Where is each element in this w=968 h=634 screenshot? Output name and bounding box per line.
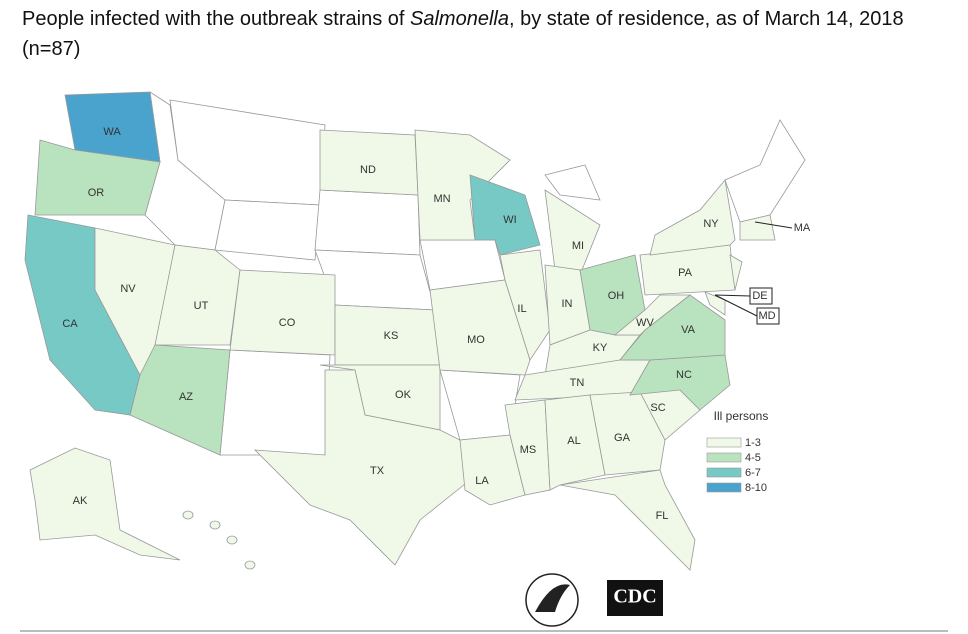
- state: [613, 294, 692, 336]
- state-label: KS: [384, 330, 399, 342]
- state: [314, 189, 421, 256]
- state: [129, 344, 231, 456]
- state-label: NC: [676, 369, 692, 381]
- legend-swatch: [706, 452, 742, 463]
- state: [214, 199, 321, 261]
- state-label: TX: [370, 465, 385, 477]
- state-label: CO: [279, 317, 296, 329]
- legend-swatch: [706, 467, 742, 478]
- state-label: VA: [681, 324, 696, 336]
- state: [544, 164, 601, 201]
- island: [244, 560, 256, 570]
- legend-label: 4-5: [745, 452, 761, 464]
- state: [499, 249, 551, 361]
- state-label: IL: [517, 303, 526, 315]
- unlabeled-states: [144, 91, 806, 570]
- legend: Ill persons 1-3 4-5 6-7 8-10: [706, 409, 769, 494]
- legend-swatch: [706, 482, 742, 493]
- state: [319, 129, 419, 196]
- state: [704, 291, 726, 316]
- state-label: OH: [608, 290, 625, 302]
- state-label: GA: [614, 432, 631, 444]
- state: [724, 119, 806, 223]
- state-label: MI: [572, 240, 584, 252]
- title-italic: Salmonella: [410, 8, 509, 30]
- title-text: , by state of residence, as of March 14,…: [22, 8, 904, 60]
- state-label: KY: [593, 342, 608, 354]
- state-label: WA: [103, 126, 121, 138]
- state: [649, 179, 736, 256]
- cdc-logo-text: CDC: [613, 586, 656, 608]
- state-label: AL: [567, 435, 580, 447]
- state: [544, 189, 601, 276]
- state-label: ND: [360, 164, 376, 176]
- state-label: NV: [120, 283, 136, 295]
- state: [504, 399, 551, 496]
- state-label: AZ: [179, 391, 193, 403]
- cdc-logo: [607, 580, 663, 616]
- callout-line: [714, 294, 751, 297]
- state-label: MN: [433, 193, 450, 205]
- state: [229, 269, 336, 356]
- state: [414, 129, 511, 241]
- state-label: OR: [88, 187, 105, 199]
- state: [739, 214, 776, 241]
- state-label: IN: [562, 298, 573, 310]
- state-label: CA: [62, 318, 78, 330]
- state-label: NY: [703, 218, 719, 230]
- states: WA OR CA NV UT AZ CO ND KS OK TX MN MO LA WI IL MI IN OH KY…: [24, 91, 811, 571]
- state: [34, 139, 161, 216]
- state-label: WI: [503, 214, 516, 226]
- hhs-logo: [525, 573, 579, 627]
- island: [226, 535, 238, 545]
- state-label: WV: [636, 317, 654, 329]
- state-label: MS: [520, 444, 537, 456]
- state-label: AK: [73, 495, 88, 507]
- legend-swatch: [706, 437, 742, 448]
- state-label: FL: [656, 510, 669, 522]
- title: People infected with the outbreak strain…: [22, 4, 952, 64]
- state-label: SC: [650, 402, 665, 414]
- state: [29, 447, 181, 561]
- legend-label: 6-7: [745, 467, 761, 479]
- state: [429, 279, 531, 376]
- callout-line: [714, 294, 758, 317]
- island: [209, 520, 221, 530]
- state-label: LA: [475, 475, 489, 487]
- state: [219, 349, 331, 456]
- island: [182, 510, 194, 520]
- legend-label: 1-3: [745, 437, 761, 449]
- state-label: MA: [794, 222, 811, 234]
- state: [544, 394, 606, 491]
- state-label: DE: [752, 290, 767, 302]
- state-label: PA: [678, 267, 693, 279]
- legend-label: 8-10: [745, 482, 767, 494]
- title-text: People infected with the outbreak strain…: [22, 8, 411, 30]
- legend-title: Ill persons: [714, 409, 769, 423]
- state: [459, 434, 526, 506]
- callout-line: [754, 221, 793, 229]
- state: [559, 469, 696, 571]
- state-label: OK: [395, 389, 412, 401]
- state-label: MD: [758, 310, 775, 322]
- state-label: MO: [467, 334, 485, 346]
- state-label: UT: [194, 300, 209, 312]
- state: [729, 254, 743, 291]
- state-label: TN: [570, 377, 585, 389]
